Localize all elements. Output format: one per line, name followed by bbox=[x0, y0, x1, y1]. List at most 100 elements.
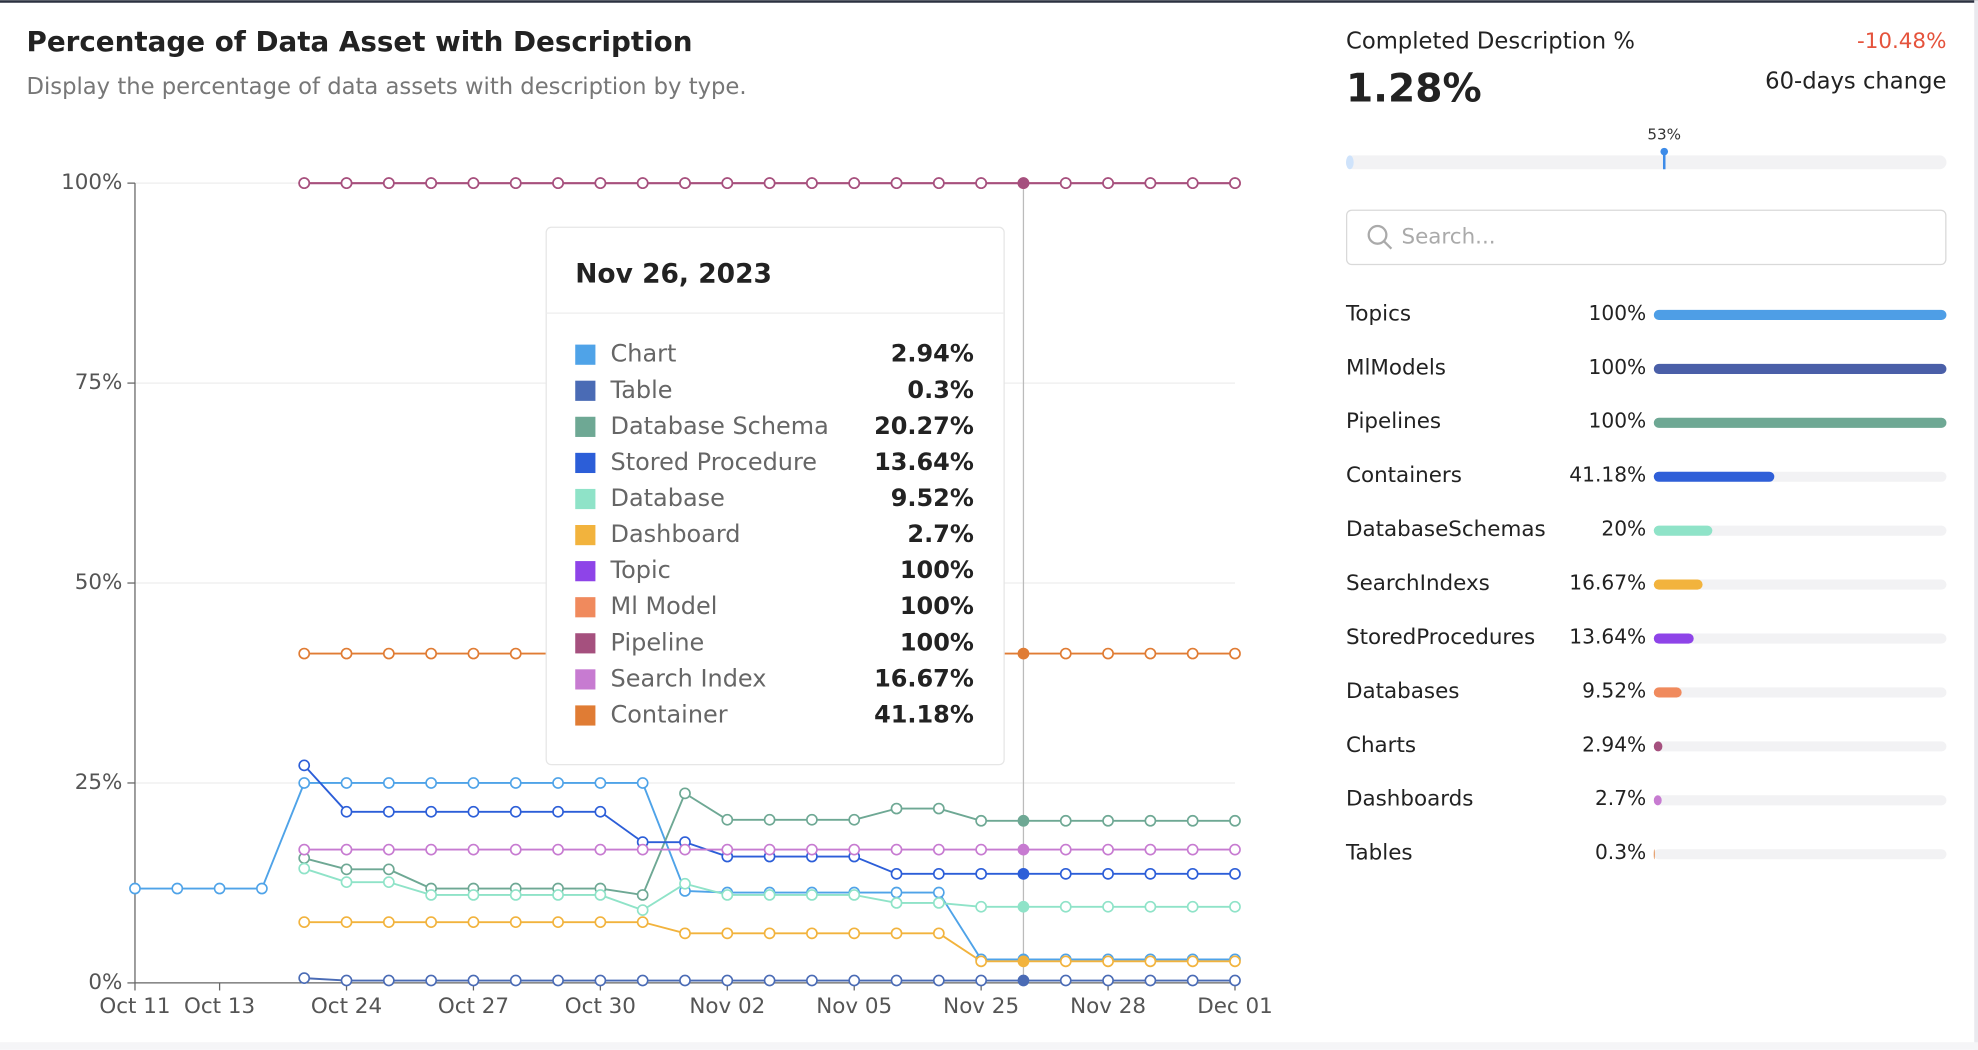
data-point bbox=[425, 889, 438, 901]
data-point bbox=[1186, 177, 1199, 190]
data-point bbox=[467, 916, 480, 928]
data-point bbox=[509, 974, 522, 987]
summary-change: -10.48% bbox=[1857, 29, 1946, 54]
bottom-strip bbox=[0, 1042, 1978, 1050]
chart-subtitle: Display the percentage of data assets wi… bbox=[26, 74, 746, 100]
data-point bbox=[594, 177, 607, 190]
data-point bbox=[1102, 647, 1114, 660]
data-point bbox=[425, 777, 438, 789]
data-point bbox=[1144, 867, 1157, 880]
search-icon bbox=[1383, 240, 1393, 250]
data-point bbox=[1144, 177, 1157, 190]
y-tick-label: 75% bbox=[75, 370, 123, 395]
x-tick-label: Nov 25 bbox=[943, 994, 1019, 1019]
data-point bbox=[594, 843, 607, 856]
data-point bbox=[298, 777, 311, 789]
data-point bbox=[975, 974, 988, 987]
data-point bbox=[594, 916, 607, 928]
data-point bbox=[298, 862, 311, 875]
data-point bbox=[1017, 843, 1030, 856]
tooltip-label: Topic bbox=[610, 556, 671, 584]
breakdown-label: 41.18% bbox=[1569, 463, 1646, 487]
data-point bbox=[890, 867, 903, 880]
data-point bbox=[425, 916, 438, 928]
tooltip-swatch bbox=[575, 669, 596, 690]
breakdown-bar bbox=[1653, 741, 1663, 752]
data-point bbox=[1017, 900, 1030, 913]
search-placeholder: Search... bbox=[1402, 224, 1496, 249]
data-point bbox=[932, 867, 945, 880]
data-point bbox=[552, 916, 564, 928]
breakdown-name: StoredProcedures bbox=[1346, 625, 1535, 650]
tooltip-label: Search Index bbox=[611, 664, 767, 692]
progress-fill bbox=[1345, 155, 1354, 170]
tooltip-swatch bbox=[575, 561, 596, 582]
tooltip-swatch bbox=[575, 344, 596, 365]
data-point bbox=[1229, 955, 1241, 968]
summary-title: Completed Description % bbox=[1346, 28, 1635, 54]
x-tick-label: Nov 28 bbox=[1070, 994, 1146, 1019]
tooltip-value: 2.7% bbox=[907, 520, 973, 548]
x-tick-label: Oct 13 bbox=[184, 994, 255, 1019]
breakdown-name: Tables bbox=[1345, 841, 1413, 866]
data-point bbox=[509, 777, 522, 789]
data-point bbox=[1059, 843, 1072, 856]
tooltip-swatch bbox=[575, 380, 596, 401]
data-point bbox=[594, 889, 607, 901]
data-point bbox=[1186, 647, 1199, 660]
data-point bbox=[552, 805, 564, 818]
chart-title: Percentage of Data Asset with Descriptio… bbox=[26, 25, 692, 58]
breakdown-label: 9.52% bbox=[1582, 678, 1646, 702]
data-point bbox=[1059, 900, 1072, 913]
breakdown-track bbox=[1653, 525, 1947, 536]
data-point bbox=[1229, 867, 1241, 880]
data-point bbox=[298, 843, 311, 856]
data-point bbox=[848, 927, 861, 940]
y-tick-label: 50% bbox=[75, 570, 123, 595]
tooltip-label: Ml Model bbox=[611, 592, 718, 620]
data-point bbox=[382, 805, 395, 818]
data-point bbox=[1229, 647, 1241, 660]
breakdown-bar bbox=[1653, 579, 1703, 590]
summary-value: 1.28% bbox=[1346, 67, 1482, 112]
x-tick-label: Oct 30 bbox=[565, 994, 636, 1019]
data-point bbox=[975, 843, 988, 856]
breakdown-name: Topics bbox=[1345, 301, 1411, 326]
search-box[interactable] bbox=[1345, 209, 1947, 266]
breakdown-bar bbox=[1653, 363, 1947, 374]
x-tick-label: Oct 27 bbox=[438, 994, 509, 1019]
data-point bbox=[763, 889, 776, 901]
data-point bbox=[467, 777, 480, 789]
data-point bbox=[763, 843, 776, 856]
data-point bbox=[298, 759, 311, 772]
breakdown-label: 100% bbox=[1589, 301, 1647, 325]
data-point bbox=[679, 974, 691, 987]
progress-marker-label: 53% bbox=[1647, 126, 1681, 144]
data-point bbox=[552, 177, 564, 190]
data-point bbox=[636, 904, 649, 917]
data-point bbox=[509, 916, 522, 928]
tooltip-label: Database Schema bbox=[611, 412, 829, 440]
data-point bbox=[1017, 955, 1030, 968]
data-point bbox=[382, 916, 395, 928]
tooltip-label: Stored Procedure bbox=[611, 448, 817, 476]
data-point bbox=[298, 972, 311, 984]
data-point bbox=[975, 955, 988, 968]
data-point bbox=[806, 889, 818, 901]
breakdown-name: Pipelines bbox=[1346, 409, 1441, 434]
tooltip-value: 100% bbox=[900, 628, 974, 656]
data-point bbox=[256, 882, 268, 895]
tooltip-label: Chart bbox=[611, 340, 677, 368]
breakdown-name: Charts bbox=[1346, 733, 1416, 758]
data-point bbox=[679, 927, 691, 940]
data-point bbox=[298, 647, 311, 660]
data-point bbox=[425, 177, 438, 190]
breakdown-label: 2.94% bbox=[1582, 732, 1646, 756]
data-point bbox=[467, 843, 480, 856]
data-point bbox=[679, 787, 691, 800]
data-point bbox=[806, 813, 818, 826]
data-point bbox=[425, 843, 438, 856]
data-point bbox=[932, 974, 945, 987]
search-icon bbox=[1367, 224, 1388, 245]
